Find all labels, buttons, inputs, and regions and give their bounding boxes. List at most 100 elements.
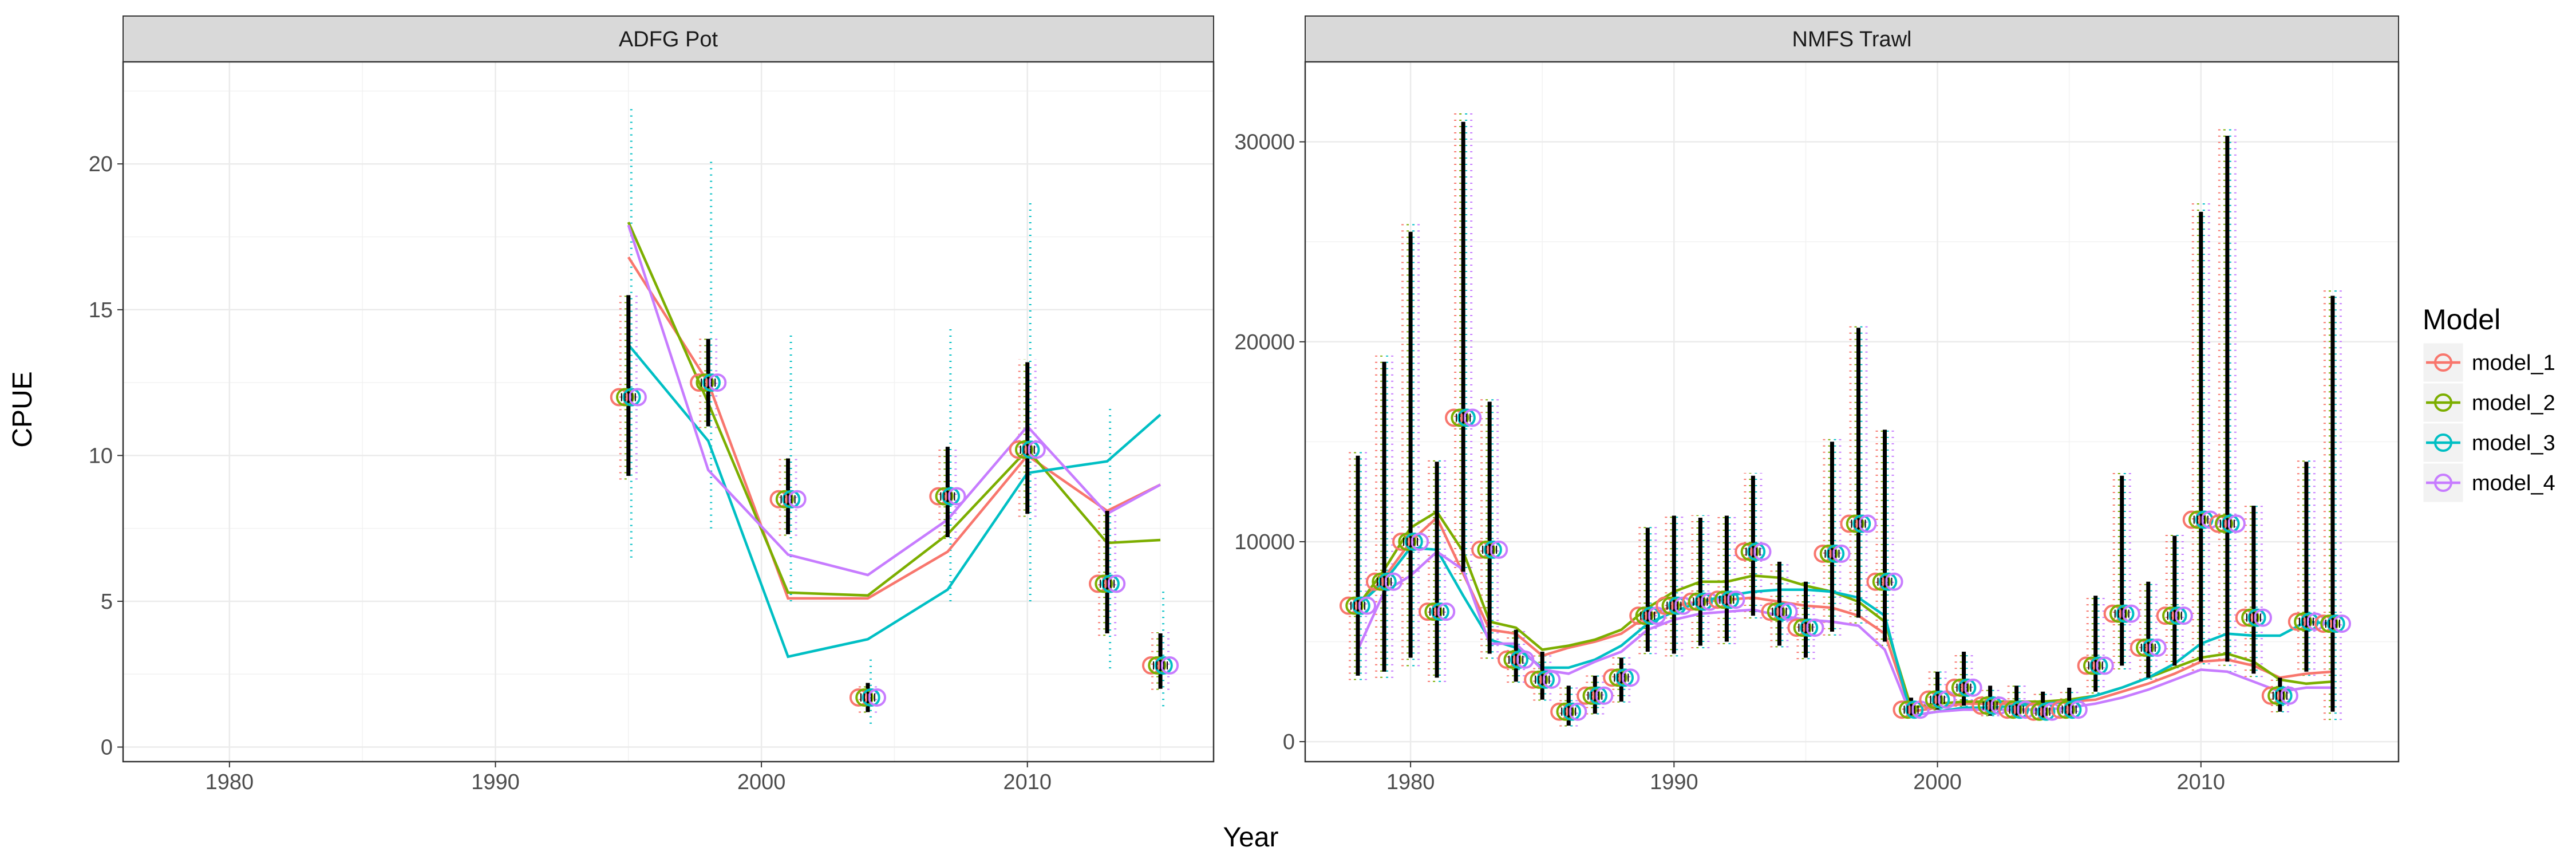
y-tick-label: 10000 xyxy=(1234,530,1295,554)
observed-point-model_2 xyxy=(1477,540,1496,559)
observed-point-model_2 xyxy=(1424,602,1443,621)
observed-point-model_1 xyxy=(2129,638,2148,657)
panel-adfg-pot: ADFG Pot 1980 1990 2000 2010 0 5 10 15 20 xyxy=(89,15,1215,794)
x-tick-label: 2000 xyxy=(737,770,786,794)
observed-point-model_4 xyxy=(2121,604,2140,623)
observed-point-model_4 xyxy=(1437,602,1456,621)
observed-point-model_2 xyxy=(1148,656,1167,675)
observed-point-model_3 xyxy=(702,373,721,392)
observed-point-model_1 xyxy=(1787,618,1806,637)
observed-point-model_2 xyxy=(1793,618,1812,637)
observed-point-model_2 xyxy=(1898,700,1917,719)
observed-point-model_1 xyxy=(1840,514,1859,533)
observed-point-model_3 xyxy=(1378,572,1397,591)
observed-point-model_3 xyxy=(1773,602,1792,621)
observed-point-model_1 xyxy=(1141,656,1160,675)
observed-point-model_4 xyxy=(708,373,727,392)
observed-point-model_4 xyxy=(1516,650,1535,669)
observed-point-model_3 xyxy=(2221,514,2240,533)
observed-point-model_1 xyxy=(2050,700,2069,719)
observed-point-model_1 xyxy=(929,487,948,506)
observed-point-model_4 xyxy=(2069,700,2088,719)
observed-point-model_2 xyxy=(2188,510,2207,529)
observed-point-model_4 xyxy=(1490,540,1508,559)
observed-point-model_4 xyxy=(2042,702,2061,721)
observed-point-model_2 xyxy=(1095,574,1113,593)
observed-point-model_1 xyxy=(1471,540,1490,559)
observed-point-model_3 xyxy=(2247,608,2266,627)
observed-point-model_3 xyxy=(1800,618,1819,637)
legend: Model model_1 model_2 model_3 model_4 xyxy=(2421,304,2555,504)
observed-point-model_1 xyxy=(1524,670,1543,689)
observed-point-model_3 xyxy=(1154,656,1173,675)
observed-point-model_1 xyxy=(1708,590,1727,609)
observed-point-model_2 xyxy=(1819,544,1838,563)
panel-border xyxy=(1304,61,2400,763)
x-tick-label: 1980 xyxy=(206,770,254,794)
observed-point-model_3 xyxy=(2142,638,2161,657)
observed-point-model_2 xyxy=(2083,656,2101,675)
observed-point-model_1 xyxy=(1009,440,1028,459)
observed-point-model_1 xyxy=(1945,678,1964,697)
observed-point-model_3 xyxy=(2168,606,2187,625)
observed-point-model_3 xyxy=(1101,574,1120,593)
legend-label: model_2 xyxy=(2472,391,2555,415)
legend-key-marker xyxy=(2434,474,2452,492)
observed-point-model_1 xyxy=(1392,532,1411,551)
series-line-model_2 xyxy=(1357,510,2333,710)
x-tick-label: 1980 xyxy=(1386,770,1435,794)
observed-point-model_3 xyxy=(782,490,801,509)
observed-point-model_1 xyxy=(1919,690,1938,709)
legend-label: model_4 xyxy=(2472,471,2555,495)
y-tick-label: 0 xyxy=(1283,730,1295,754)
observed-point-model_3 xyxy=(1615,668,1634,687)
observed-point-model_4 xyxy=(1805,618,1824,637)
observed-point-model_1 xyxy=(1656,596,1674,615)
observed-point-model_3 xyxy=(862,688,880,707)
x-tick-label: 1990 xyxy=(1650,770,1698,794)
x-tick-label: 2010 xyxy=(2177,770,2226,794)
observed-point-model_3 xyxy=(2010,700,2029,719)
observed-point-model_3 xyxy=(1931,690,1950,709)
observed-point-model_4 xyxy=(2306,612,2325,631)
observed-point-model_2 xyxy=(1015,440,1034,459)
observed-point-model_1 xyxy=(1339,596,1358,615)
observed-point-model_4 xyxy=(947,487,966,506)
observed-point-model_4 xyxy=(1753,542,1772,561)
observed-point-model_3 xyxy=(1879,572,1898,591)
observed-point-model_1 xyxy=(1419,602,1437,621)
observed-point-model_4 xyxy=(1621,668,1640,687)
observed-point-model_2 xyxy=(2294,612,2313,631)
observed-point-model_1 xyxy=(1814,544,1832,563)
legend-key-marker xyxy=(2434,393,2452,412)
observed-point-model_2 xyxy=(2215,514,2234,533)
observed-point-model_3 xyxy=(1694,592,1713,611)
observed-point-model_4 xyxy=(1411,532,1429,551)
panel-background xyxy=(123,62,1214,762)
observed-point-model_3 xyxy=(1721,590,1740,609)
observed-point-model_2 xyxy=(1398,532,1417,551)
observed-point-model_4 xyxy=(1858,514,1877,533)
y-tick-label: 20000 xyxy=(1234,330,1295,354)
observed-point-model_2 xyxy=(1925,690,1943,709)
observed-point-model_4 xyxy=(2253,608,2272,627)
observed-point-model_2 xyxy=(1372,572,1390,591)
observed-point-model_2 xyxy=(935,487,954,506)
observed-point-model_1 xyxy=(1735,542,1753,561)
observed-point-model_4 xyxy=(1107,574,1126,593)
observed-point-model_1 xyxy=(2182,510,2201,529)
observed-point-model_3 xyxy=(2274,686,2293,705)
observed-point-model_1 xyxy=(2287,612,2306,631)
observed-point-model_3 xyxy=(1483,540,1502,559)
observed-point-model_1 xyxy=(849,688,868,707)
observed-point-model_4 xyxy=(1595,686,1614,705)
observed-point-model_4 xyxy=(1700,592,1719,611)
observed-point-model_4 xyxy=(1884,572,1903,591)
observed-point-model_2 xyxy=(2320,614,2339,633)
observed-point-model_4 xyxy=(868,688,887,707)
panel-title: ADFG Pot xyxy=(619,27,718,52)
observed-point-model_1 xyxy=(1998,700,2017,719)
observed-point-model_3 xyxy=(1457,408,1476,427)
observed-point-model_4 xyxy=(788,490,807,509)
observed-point-model_2 xyxy=(855,688,874,707)
